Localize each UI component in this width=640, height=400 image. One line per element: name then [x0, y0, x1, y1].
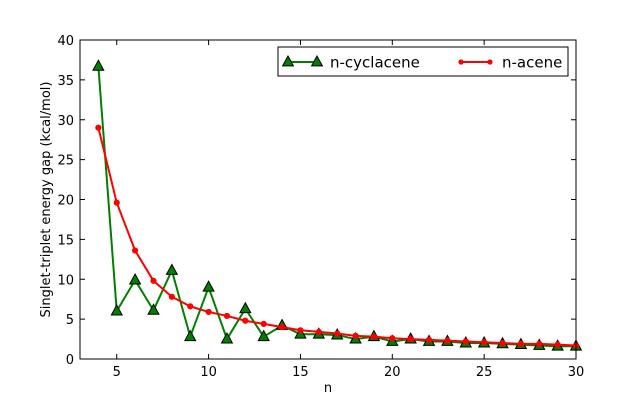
data-point-triangle: [183, 329, 197, 342]
x-tick-label: 15: [292, 365, 309, 380]
data-point-circle: [407, 335, 414, 343]
legend-marker-n-acene: [487, 59, 493, 65]
data-point-triangle: [147, 303, 160, 315]
data-point-circle: [168, 293, 175, 300]
x-tick-label: 30: [568, 365, 585, 380]
legend-marker-n-cyclacene: [281, 54, 295, 67]
y-tick-label: 25: [57, 154, 74, 169]
x-tick-label: 5: [113, 365, 121, 380]
legend-marker-n-cyclacene: [310, 54, 324, 67]
data-point-circle: [315, 328, 322, 335]
data-point-triangle: [165, 263, 179, 275]
data-point-circle: [205, 308, 212, 316]
plot-background: [80, 40, 576, 359]
x-axis-title: n: [324, 381, 332, 396]
legend-label-n-cyclacene: n-cyclacene: [330, 54, 420, 72]
series-layer: [92, 59, 583, 351]
data-point-circle: [499, 339, 506, 347]
data-point-circle: [444, 337, 451, 344]
y-tick-label: 30: [57, 114, 74, 129]
x-tick-label: 25: [476, 365, 493, 380]
data-point-circle: [95, 124, 102, 131]
series-n-acene: [95, 124, 580, 349]
data-point-triangle: [202, 280, 215, 292]
data-point-circle: [352, 332, 359, 339]
y-tick-label: 10: [57, 273, 74, 288]
data-point-circle: [554, 341, 561, 348]
data-point-circle: [260, 320, 267, 328]
data-point-circle: [297, 327, 304, 334]
y-tick-label: 40: [57, 34, 74, 49]
y-tick-label: 0: [66, 353, 74, 368]
data-point-triangle: [257, 329, 270, 342]
data-point-circle: [370, 333, 378, 340]
x-tick-label: 10: [200, 365, 217, 380]
data-point-circle: [517, 340, 524, 347]
data-point-circle: [132, 247, 139, 254]
data-point-circle: [223, 312, 231, 320]
data-point-triangle: [239, 301, 252, 314]
data-point-circle: [187, 303, 194, 310]
x-tick-label: 20: [384, 365, 401, 380]
data-point-circle: [462, 338, 469, 345]
legend: n-cyclacene n-acene: [277, 46, 569, 77]
y-tick-label: 35: [57, 74, 74, 89]
data-point-circle: [113, 199, 120, 206]
y-tick-label: 20: [57, 194, 74, 209]
legend-box: [277, 46, 569, 77]
data-point-triangle: [110, 304, 123, 316]
data-point-circle: [481, 339, 488, 346]
legend-label-n-acene: n-acene: [502, 54, 562, 72]
data-point-circle: [334, 330, 341, 337]
data-point-triangle: [220, 332, 234, 344]
data-point-circle: [536, 340, 543, 347]
y-axis-title: Singlet-triplet energy gap (kcal/mol): [39, 82, 54, 318]
data-point-circle: [425, 336, 433, 343]
ticks-layer: 5 10 15 20 25 30 0 5 10 15 20 25 30 35 40: [57, 34, 584, 380]
data-point-triangle: [128, 273, 142, 285]
data-point-circle: [150, 277, 157, 284]
y-tick-label: 15: [57, 233, 74, 248]
data-point-circle: [278, 324, 286, 331]
legend-marker-n-acene: [458, 59, 464, 65]
data-point-triangle: [92, 59, 105, 71]
data-point-circle: [242, 317, 249, 324]
data-point-circle: [389, 335, 396, 342]
y-tick-label: 5: [66, 313, 74, 328]
